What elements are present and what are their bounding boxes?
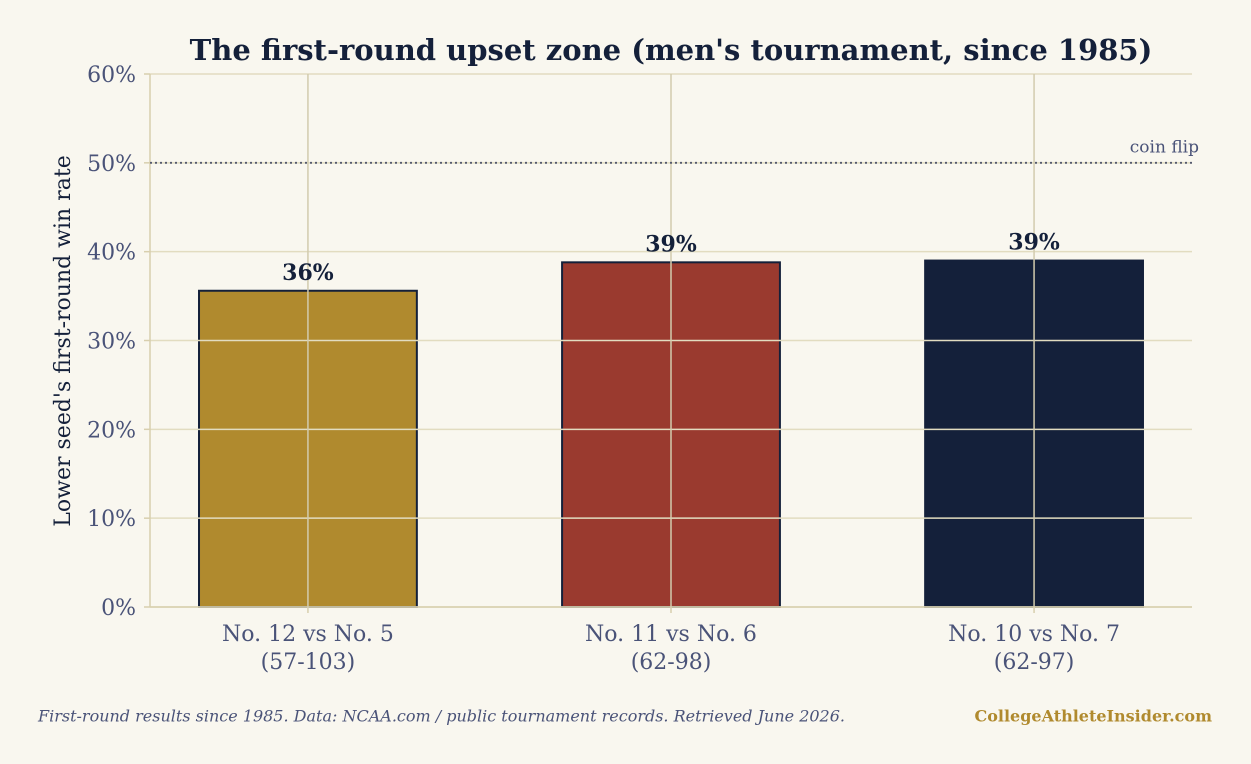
y-tick-label: 10% bbox=[87, 507, 136, 532]
x-tick-sublabel: (62-97) bbox=[994, 650, 1075, 675]
x-tick-label: No. 12 vs No. 5 bbox=[222, 622, 394, 647]
y-axis-label: Lower seed's first-round win rate bbox=[51, 155, 76, 526]
x-tick-label: No. 11 vs No. 6 bbox=[585, 622, 757, 647]
x-tick-label: No. 10 vs No. 7 bbox=[948, 622, 1120, 647]
y-tick-label: 30% bbox=[87, 330, 136, 355]
y-tick-label: 40% bbox=[87, 241, 136, 266]
x-tick-sublabel: (62-98) bbox=[631, 650, 712, 675]
reference-label: coin flip bbox=[1130, 137, 1199, 157]
chart-title: The first-round upset zone (men's tourna… bbox=[190, 33, 1153, 67]
y-tick-label: 0% bbox=[101, 596, 136, 621]
brand: CollegeAthleteInsider.com bbox=[974, 707, 1212, 726]
y-tick-label: 20% bbox=[87, 418, 136, 443]
source-note: First-round results since 1985. Data: NC… bbox=[37, 707, 845, 726]
y-tick-label: 50% bbox=[87, 152, 136, 177]
value-label: 39% bbox=[1008, 230, 1060, 256]
value-label: 36% bbox=[282, 260, 334, 286]
x-tick-sublabel: (57-103) bbox=[261, 650, 356, 675]
y-tick-label: 60% bbox=[87, 63, 136, 88]
value-label: 39% bbox=[645, 231, 697, 257]
